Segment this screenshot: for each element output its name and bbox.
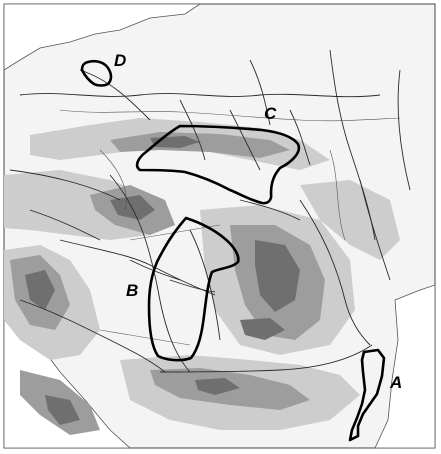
region-d-label: D — [114, 51, 126, 70]
regions-layer — [80, 59, 386, 442]
sea-black — [374, 284, 436, 449]
rivers-layer — [9, 49, 411, 373]
borders-layer — [59, 109, 401, 346]
region-b-outline[interactable] — [147, 216, 240, 362]
region-d-outline[interactable] — [80, 59, 113, 87]
sea-north — [3, 3, 202, 71]
region-b-label: B — [126, 281, 138, 300]
region-a-label: A — [389, 373, 402, 392]
region-c-outline[interactable] — [135, 124, 301, 205]
region-c-label: C — [264, 104, 277, 123]
region-a-outline[interactable] — [348, 348, 386, 442]
